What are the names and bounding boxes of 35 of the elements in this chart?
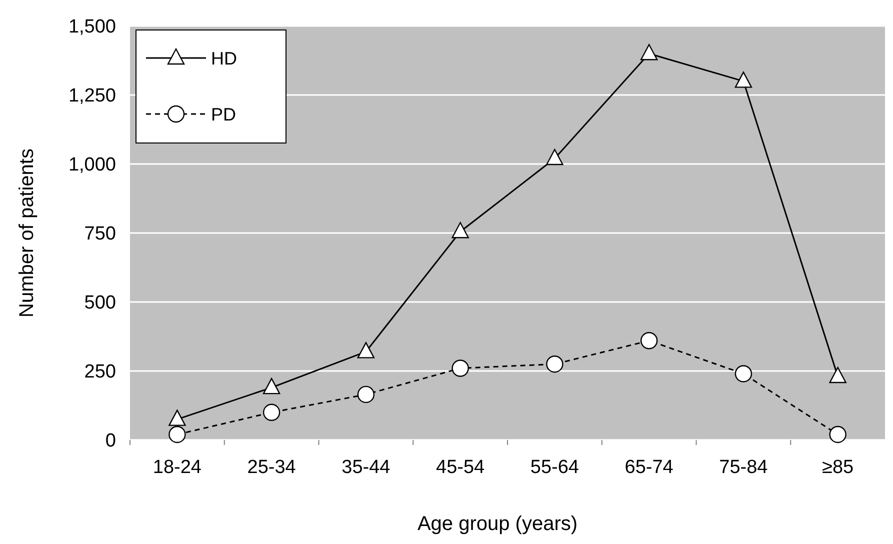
point xyxy=(546,148,564,166)
point xyxy=(546,356,564,373)
x-tick-label: 65-74 xyxy=(624,457,674,478)
y-tick-label: 1,000 xyxy=(68,154,116,176)
point xyxy=(168,410,186,426)
x-tick-label: ≥85 xyxy=(822,457,854,478)
point xyxy=(262,404,280,421)
y-tick-label: 500 xyxy=(84,292,116,314)
x-axis-title: Age group (years) xyxy=(417,513,578,535)
point xyxy=(452,360,469,377)
y-tick-label: 1,500 xyxy=(68,16,116,38)
x-tick-label: 45-54 xyxy=(436,457,486,478)
y-tick-label: 750 xyxy=(84,224,116,245)
point xyxy=(452,222,469,238)
point xyxy=(640,332,658,350)
point xyxy=(168,426,186,444)
y-axis-title: Number of patients xyxy=(16,148,38,318)
point xyxy=(262,378,280,394)
y-tick-label: 0 xyxy=(105,430,116,452)
point xyxy=(829,366,846,384)
point xyxy=(357,386,375,404)
x-tick-label: 25-34 xyxy=(247,457,296,478)
legend-label: HD xyxy=(211,48,237,68)
y-tick-label: 1,250 xyxy=(68,86,116,107)
x-tick-label: 75-84 xyxy=(719,457,768,478)
point xyxy=(734,72,752,88)
point xyxy=(829,426,846,444)
legend-label: PD xyxy=(211,104,236,124)
x-tick-label: 18-24 xyxy=(152,457,202,478)
point xyxy=(734,365,752,382)
x-tick-label: 55-64 xyxy=(530,457,580,478)
y-tick-label: 250 xyxy=(84,362,116,383)
x-tick-label: 35-44 xyxy=(342,457,391,478)
point xyxy=(357,342,375,358)
point xyxy=(640,44,658,60)
